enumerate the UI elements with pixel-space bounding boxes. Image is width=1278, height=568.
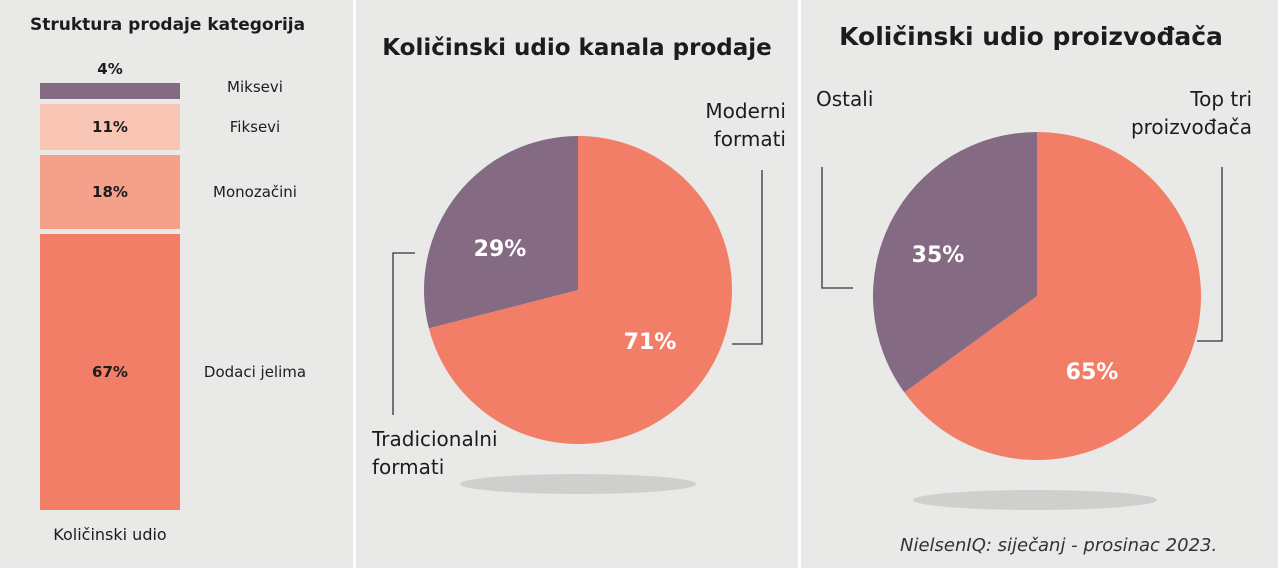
pie1-modern-line2: formati bbox=[713, 127, 786, 151]
pie2-top-leader bbox=[1197, 167, 1223, 342]
pie2-slice-ostali bbox=[873, 132, 1037, 393]
pie2-top-line1: Top tri bbox=[1190, 87, 1252, 111]
pie1-modern-label: Moderni formati bbox=[690, 97, 786, 153]
panel-divider-1 bbox=[353, 0, 356, 568]
pie1-modern-leader bbox=[732, 170, 763, 345]
bar-axis-label: Količinski udio bbox=[53, 525, 167, 544]
bar-chart-title: Struktura prodaje kategorija bbox=[30, 15, 306, 35]
source-note: NielsenIQ: siječanj - prosinac 2023. bbox=[900, 535, 1218, 556]
pie1-value-label: 71% bbox=[624, 330, 677, 355]
pie1-trad-line1: Tradicionalni bbox=[372, 427, 498, 451]
pie2-value-label: 35% bbox=[912, 243, 965, 268]
pie1-trad-line2: formati bbox=[372, 455, 445, 479]
panel-category-structure: Struktura prodaje kategorija 4% Miksevi 11… bbox=[0, 0, 353, 568]
pie1-trad-leader bbox=[392, 252, 415, 415]
bar-category-label: Dodaci jelima bbox=[203, 362, 307, 381]
pie2-other-leader bbox=[821, 167, 853, 289]
pie1-title: Količinski udio kanala prodaje bbox=[382, 35, 772, 61]
pie2-top-line2: proizvođača bbox=[1130, 115, 1252, 139]
pie2-top-label: Top tri proizvođača bbox=[1100, 85, 1252, 141]
bar-segment-dodaci-jelima bbox=[40, 233, 180, 510]
pie1-shadow bbox=[460, 474, 696, 494]
bar-value-label: 18% bbox=[92, 182, 128, 201]
pie1-modern-line1: Moderni bbox=[705, 99, 786, 123]
pie2-other-label: Ostali bbox=[816, 87, 874, 111]
bar-category-label: Monozačini bbox=[213, 182, 297, 201]
pie2-shadow bbox=[913, 490, 1157, 510]
bar-value-label: 11% bbox=[92, 118, 128, 137]
bar-category-label: Fiksevi bbox=[229, 118, 281, 137]
pie1-slice-tradicionalni-formati bbox=[423, 136, 578, 329]
bar-segment-fiksevi bbox=[40, 104, 180, 150]
pie1-trad-label: Tradicionalni formati bbox=[372, 425, 498, 481]
panel-manufacturer: Količinski udio proizvođača bbox=[801, 0, 1278, 568]
bar-value-label: 67% bbox=[92, 362, 128, 381]
bar-value-label: 4% bbox=[97, 60, 123, 78]
pie1-slice-moderni-formati bbox=[428, 136, 732, 444]
panel-sales-channel: Količinski udio kanala prodaje bbox=[356, 0, 798, 568]
pie2-title: Količinski udio proizvođača bbox=[839, 22, 1223, 51]
bar-segment-miksevi bbox=[40, 83, 180, 100]
pie2-value-label: 65% bbox=[1066, 360, 1119, 385]
bar-category-label: Miksevi bbox=[227, 78, 283, 96]
pie1-value-label: 29% bbox=[474, 237, 527, 262]
panel-divider-2 bbox=[798, 0, 801, 568]
bar-segment-monozačini bbox=[40, 154, 180, 229]
pie2-slice-top-tri-proizvođača bbox=[904, 132, 1201, 461]
